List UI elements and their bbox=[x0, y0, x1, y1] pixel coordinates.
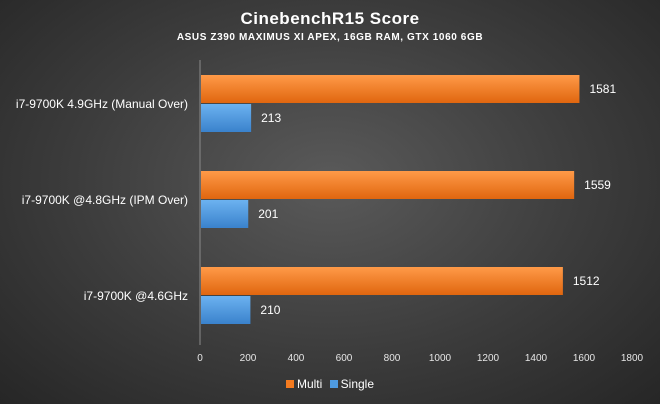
x-tick-label: 1600 bbox=[573, 353, 596, 364]
bar-single bbox=[201, 200, 249, 228]
x-tick-label: 1800 bbox=[621, 353, 644, 364]
x-tick-label: 1200 bbox=[477, 353, 500, 364]
data-label: 1512 bbox=[573, 274, 600, 288]
x-tick-label: 0 bbox=[197, 353, 203, 364]
legend-label-multi: Multi bbox=[296, 377, 323, 391]
legend-label-single: Single bbox=[340, 377, 375, 391]
data-label: 210 bbox=[260, 303, 280, 317]
x-tick-label: 600 bbox=[336, 353, 353, 364]
data-label: 201 bbox=[258, 207, 278, 221]
category-label: i7-9700K 4.9GHz (Manual Over) bbox=[16, 97, 188, 111]
category-label: i7-9700K @4.6GHz bbox=[84, 289, 188, 303]
bar-multi bbox=[201, 267, 563, 295]
chart-subtitle: ASUS Z390 MAXIMUS XI APEX, 16GB RAM, GTX… bbox=[176, 32, 484, 43]
bar-multi bbox=[201, 75, 580, 103]
x-tick-label: 400 bbox=[288, 353, 305, 364]
bar-single bbox=[201, 104, 252, 132]
legend: Multi Single bbox=[0, 377, 660, 391]
x-tick-label: 800 bbox=[384, 353, 401, 364]
bar-single bbox=[201, 296, 251, 324]
data-label: 1581 bbox=[589, 82, 616, 96]
legend-swatch-multi bbox=[285, 380, 294, 388]
data-label: 213 bbox=[261, 111, 281, 125]
x-tick-label: 1000 bbox=[429, 353, 452, 364]
legend-item-single: Single bbox=[329, 377, 375, 391]
data-label: 1559 bbox=[584, 178, 611, 192]
x-tick-label: 200 bbox=[240, 353, 257, 364]
category-label: i7-9700K @4.8GHz (IPM Over) bbox=[22, 193, 188, 207]
bar-multi bbox=[201, 171, 575, 199]
chart-title: CinebenchR15 Score bbox=[240, 9, 420, 28]
x-tick-label: 1400 bbox=[525, 353, 548, 364]
legend-swatch-single bbox=[329, 380, 338, 388]
legend-item-multi: Multi bbox=[285, 377, 323, 391]
